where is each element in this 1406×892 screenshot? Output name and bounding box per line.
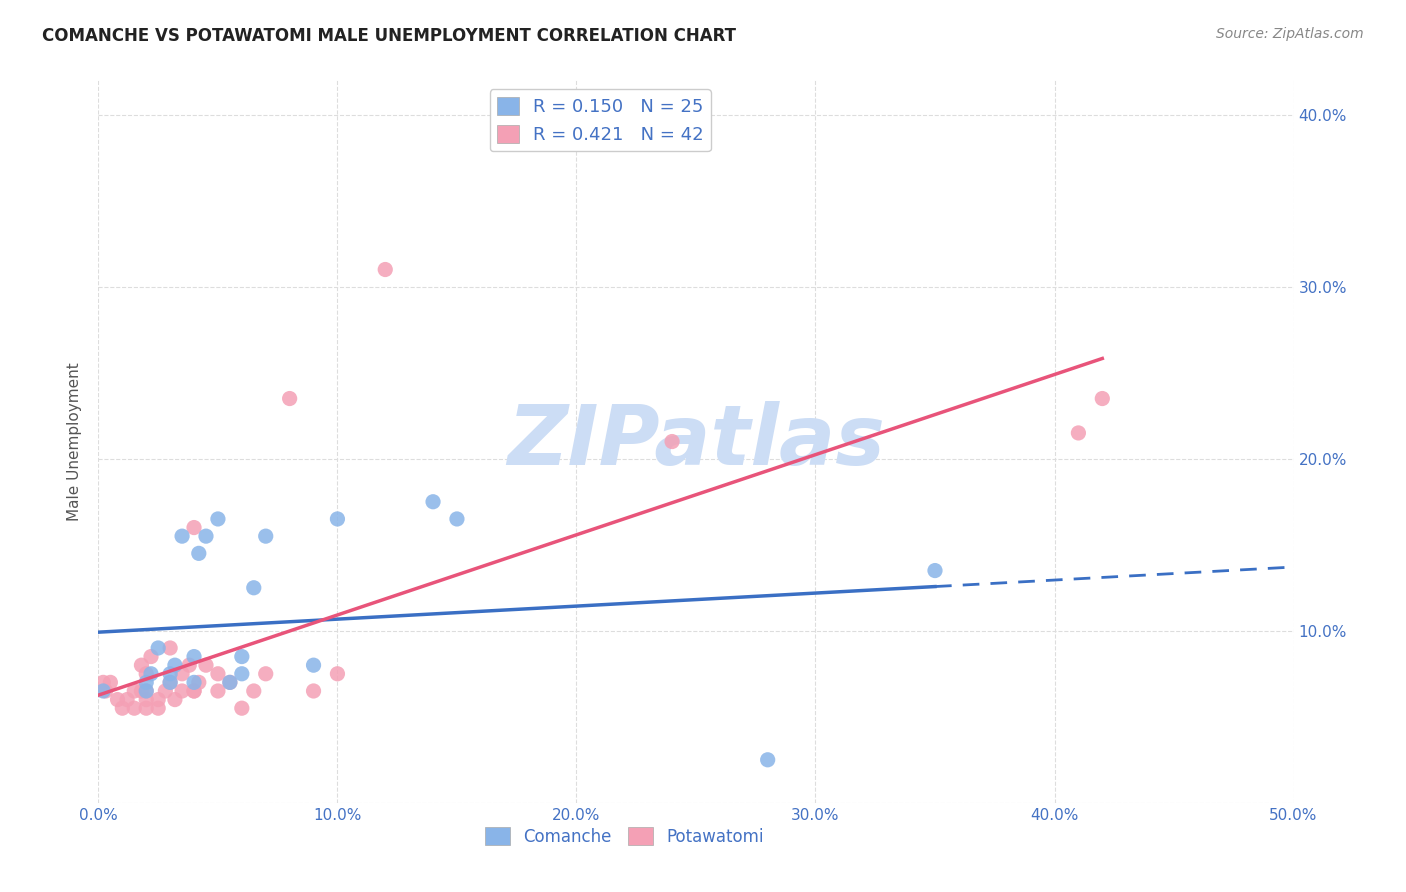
Point	[183, 675, 205, 690]
Point	[231, 649, 253, 664]
Point	[183, 649, 205, 664]
Point	[183, 684, 205, 698]
Point	[159, 640, 181, 655]
Point	[135, 675, 157, 690]
Point	[231, 701, 253, 715]
Point	[172, 529, 194, 543]
Point	[131, 684, 153, 698]
Point	[207, 684, 229, 698]
Point	[131, 658, 153, 673]
Point	[756, 753, 779, 767]
Point	[94, 684, 117, 698]
Point	[111, 701, 134, 715]
Y-axis label: Male Unemployment: Male Unemployment	[67, 362, 83, 521]
Point	[91, 675, 114, 690]
Point	[148, 640, 170, 655]
Point	[187, 675, 209, 690]
Point	[159, 666, 181, 681]
Point	[446, 512, 468, 526]
Point	[139, 649, 162, 664]
Point	[278, 392, 301, 406]
Point	[135, 666, 157, 681]
Point	[91, 684, 114, 698]
Point	[326, 512, 349, 526]
Text: ZIPatlas: ZIPatlas	[508, 401, 884, 482]
Point	[135, 692, 157, 706]
Point	[155, 684, 177, 698]
Point	[243, 581, 266, 595]
Point	[163, 658, 186, 673]
Point	[159, 675, 181, 690]
Text: COMANCHE VS POTAWATOMI MALE UNEMPLOYMENT CORRELATION CHART: COMANCHE VS POTAWATOMI MALE UNEMPLOYMENT…	[42, 27, 737, 45]
Point	[195, 529, 218, 543]
Point	[302, 658, 325, 673]
Point	[195, 658, 218, 673]
Point	[124, 701, 146, 715]
Point	[163, 692, 186, 706]
Point	[1067, 425, 1090, 440]
Point	[254, 529, 277, 543]
Point	[172, 684, 194, 698]
Point	[219, 675, 242, 690]
Point	[179, 658, 201, 673]
Point	[1091, 392, 1114, 406]
Point	[148, 701, 170, 715]
Point	[254, 666, 277, 681]
Point	[115, 692, 138, 706]
Point	[135, 684, 157, 698]
Point	[107, 692, 129, 706]
Point	[231, 666, 253, 681]
Point	[183, 520, 205, 534]
Legend: Comanche, Potawatomi: Comanche, Potawatomi	[478, 821, 770, 852]
Point	[172, 666, 194, 681]
Point	[422, 494, 444, 508]
Point	[661, 434, 683, 449]
Point	[302, 684, 325, 698]
Point	[326, 666, 349, 681]
Text: Source: ZipAtlas.com: Source: ZipAtlas.com	[1216, 27, 1364, 41]
Point	[135, 684, 157, 698]
Point	[98, 675, 122, 690]
Point	[183, 684, 205, 698]
Point	[243, 684, 266, 698]
Point	[219, 675, 242, 690]
Point	[374, 262, 396, 277]
Point	[159, 675, 181, 690]
Point	[135, 701, 157, 715]
Point	[207, 512, 229, 526]
Point	[924, 564, 946, 578]
Point	[187, 546, 209, 560]
Point	[207, 666, 229, 681]
Point	[139, 666, 162, 681]
Point	[124, 684, 146, 698]
Point	[148, 692, 170, 706]
